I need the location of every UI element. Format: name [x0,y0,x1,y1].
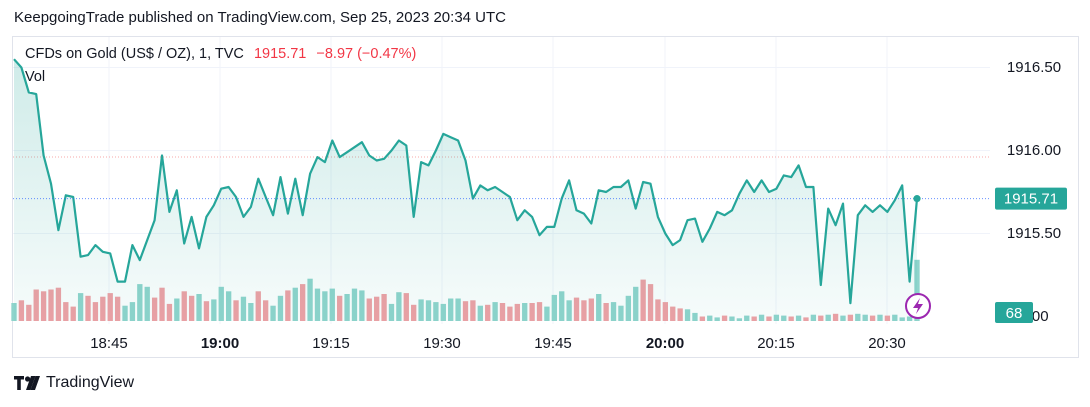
price-tick-label: 1916.00 [1007,142,1061,159]
price-tick-label: 1916.50 [1007,59,1061,76]
time-tick-label: 18:45 [90,335,128,352]
price-area [14,59,917,321]
price-change: −8.97 (−0.47%) [316,46,417,62]
price-line [13,58,990,321]
time-tick-label: 19:00 [201,335,239,352]
chart-legend: CFDs on Gold (US$ / OZ), 1, TVC 1915.71 … [25,46,416,62]
flash-icon[interactable] [905,293,931,319]
time-tick-label: 19:15 [312,335,350,352]
tradingview-brand[interactable]: TradingView [14,374,134,392]
time-tick-label: 20:00 [646,335,684,352]
brand-name: TradingView [46,374,135,391]
time-tick-label: 19:30 [423,335,461,352]
price-tick-label: 1915.50 [1007,225,1061,242]
axes: 18:45 19:00 19:15 19:30 19:45 20:00 20:15 20:30… [90,59,1067,352]
volume-tag [995,302,1033,323]
volume-legend-label: Vol [25,69,46,85]
last-price-tag [995,187,1067,210]
time-tick-label: 19:45 [534,335,572,352]
symbol-label[interactable]: CFDs on Gold (US$ / OZ), 1, TVC [25,46,244,62]
published-info: KeepgoingTrade published on TradingView.… [14,9,506,26]
last-price-tag-label: 1915.71 [1004,191,1058,208]
price-series-line [13,58,919,305]
price-value: 1915.71 [253,46,307,62]
tradingview-logo-icon [14,376,40,390]
time-tick-label: 20:30 [868,335,906,352]
chart-pane[interactable] [12,36,1079,358]
volume-tag-label: 68 [1006,305,1023,322]
time-tick-label: 20:15 [757,335,795,352]
last-price-dot [913,195,921,203]
